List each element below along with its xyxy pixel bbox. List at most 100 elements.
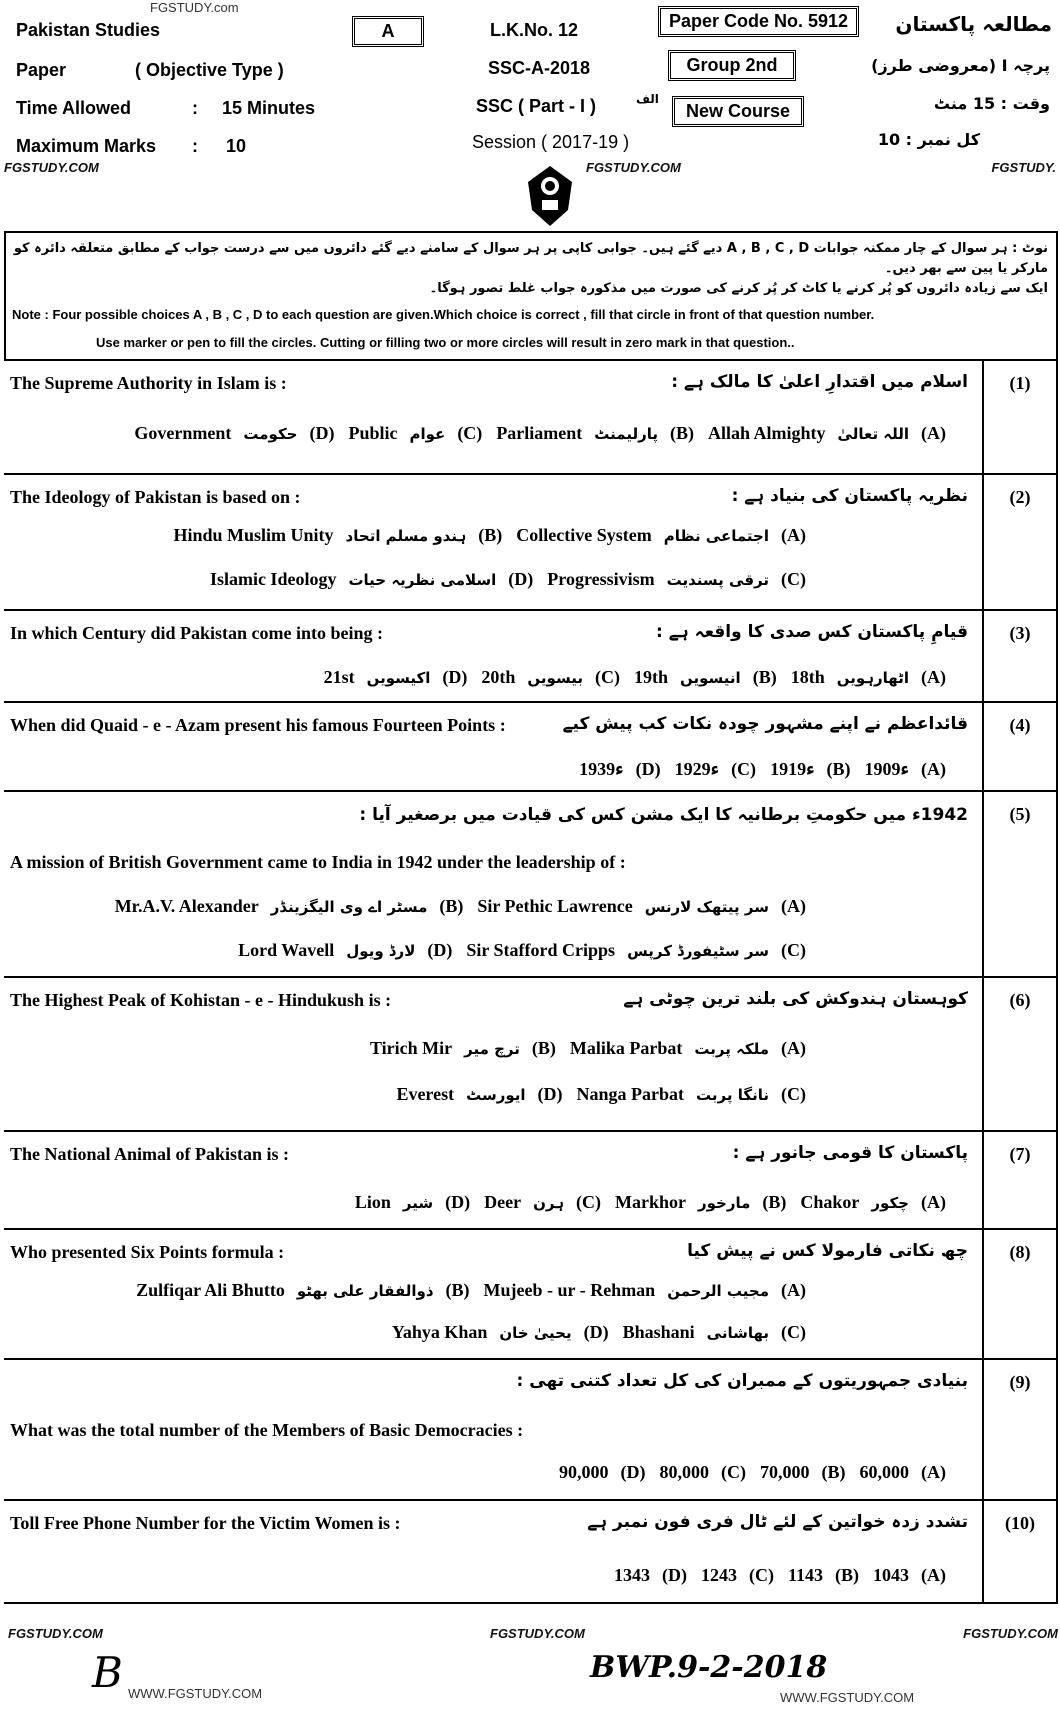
option-urdu: اکیسویں — [366, 669, 431, 687]
board-logo — [528, 166, 572, 226]
option-letter: (A) — [921, 759, 946, 779]
option-letter: (A) — [781, 525, 806, 545]
option-letter: (B) — [439, 896, 464, 916]
footer: FGSTUDY.COM FGSTUDY.COM FGSTUDY.COM B WW… — [4, 1626, 1058, 1726]
option-urdu: ایورسٹ — [466, 1086, 526, 1104]
option: Markhor مارخور (B) — [615, 1192, 786, 1213]
option-english: Progressivism — [547, 569, 655, 589]
option-letter: (A) — [921, 667, 946, 687]
marks-value: 10 — [226, 136, 247, 156]
option-english: 1343 — [613, 1565, 650, 1585]
option: ء1909 (A) — [865, 759, 946, 780]
question-text-english: The Ideology of Pakistan is based on : — [10, 487, 301, 507]
option-letter: (D) — [583, 1322, 609, 1342]
option-english: 80,000 — [659, 1462, 710, 1482]
option-english: Public — [348, 423, 398, 443]
option-urdu: ذوالفقار علی بھٹو — [296, 1282, 434, 1300]
option-english: Chakor — [800, 1192, 860, 1212]
option-letter: (D) — [309, 423, 335, 443]
question-number: (1) — [982, 361, 1056, 473]
option-urdu: سر سٹیفورڈ کرپس — [627, 942, 769, 960]
part-label: SSC ( Part - I ) — [476, 96, 597, 116]
question-number: (9) — [982, 1360, 1056, 1499]
site-url: WWW.FGSTUDY.COM — [780, 1690, 915, 1705]
option-letter: (C) — [781, 1084, 806, 1104]
course-box: New Course — [672, 96, 804, 127]
question-number: (8) — [982, 1230, 1056, 1358]
question-text-english: Toll Free Phone Number for the Victim Wo… — [10, 1513, 401, 1533]
option-urdu: انیسویں — [680, 669, 741, 687]
watermark: FGSTUDY.COM — [8, 1626, 103, 1641]
option-urdu: مجیب الرحمن — [667, 1282, 769, 1300]
option: Islamic Ideology اسلامی نظریہ حیات (D) — [210, 569, 533, 590]
option-letter: (C) — [721, 1462, 746, 1482]
option-letter: (C) — [781, 569, 806, 589]
option-urdu: سر پیتھک لارنس — [644, 898, 769, 916]
option-letter: (C) — [576, 1192, 601, 1212]
option-letter: (B) — [762, 1192, 787, 1212]
question-text-english: In which Century did Pakistan come into … — [10, 623, 384, 643]
question-1: (1) The Supreme Authority in Islam is : اس… — [4, 361, 1058, 475]
option: ء1939 (D) — [579, 759, 660, 780]
option-english: Bhashani — [622, 1322, 695, 1342]
option-urdu: پارلیمنٹ — [594, 425, 659, 443]
option-english: 21st — [323, 667, 355, 687]
option: ء1919 (B) — [770, 759, 850, 780]
option: Sir Stafford Cripps سر سٹیفورڈ کرپس (C) — [466, 940, 806, 961]
option-english: 1143 — [787, 1565, 823, 1585]
option: 21st اکیسویں (D) — [324, 667, 468, 688]
question-text-urdu: کوہستان ہندوکش کی بلند ترین چوٹی ہے — [623, 989, 968, 1009]
question-text-urdu: نظریہ پاکستان کی بنیاد ہے : — [731, 486, 968, 506]
options-row: Government حکومت (D) Public عوام (C) Parliamen… — [134, 423, 946, 444]
option: Bhashani بھاشانی (C) — [623, 1322, 806, 1343]
option-english: Allah Almighty — [708, 423, 826, 443]
part-urdu: الف — [636, 92, 659, 106]
question-text-urdu: قیامِ پاکستان کس صدی کا واقعہ ہے : — [656, 622, 968, 642]
option-urdu: ہرن — [533, 1194, 564, 1212]
options-row: Mr.A.V. Alexander مسٹر اے وی الیگزینڈر (B)… — [115, 896, 806, 917]
paper-body: نوٹ : ہر سوال کے چار ممکنہ جوابات A , B … — [4, 231, 1058, 1726]
option-letter: (C) — [781, 940, 806, 960]
option: 1043 (A) — [873, 1565, 946, 1586]
option-urdu: ترقی پسندیت — [666, 571, 769, 589]
option-english: 18th — [790, 667, 825, 687]
option: Nanga Parbat نانگا پربت (C) — [577, 1084, 806, 1105]
options-row: Hindu Muslim Unity ہندو مسلم اتحاد (B) Coll… — [174, 525, 807, 546]
watermark: FGSTUDY.COM — [963, 1626, 1058, 1641]
option: Lion شیر (D) — [355, 1192, 470, 1213]
question-text-urdu: 1942ء میں حکومتِ برطانیہ کا ایک مشن کس ک… — [359, 805, 968, 825]
option-letter: (C) — [594, 667, 620, 687]
option: 18th اٹھارہویں (A) — [791, 667, 946, 688]
question-number: (4) — [982, 703, 1056, 790]
paper-type: ( Objective Type ) — [135, 60, 284, 80]
option-urdu: ملکہ پربت — [694, 1040, 769, 1058]
option: Mr.A.V. Alexander مسٹر اے وی الیگزینڈر (B) — [115, 896, 464, 917]
option-letter: (D) — [537, 1084, 563, 1104]
question-list: (1) The Supreme Authority in Islam is : اس… — [4, 359, 1058, 1604]
option-english: Collective System — [516, 525, 652, 545]
options-row: Zulfiqar Ali Bhutto ذوالفقار علی بھٹو (B) M… — [136, 1280, 806, 1301]
question-text-english: A mission of British Government came to … — [10, 852, 626, 872]
option: 1143 (B) — [788, 1565, 859, 1586]
question-text-english: Who presented Six Points formula : — [10, 1242, 285, 1262]
separator: : — [192, 98, 198, 118]
question-3: (3) In which Century did Pakistan come in… — [4, 611, 1058, 703]
option-urdu: بیسویں — [527, 669, 583, 687]
option-english: Hindu Muslim Unity — [173, 525, 334, 545]
options-row: Lion شیر (D) Deer ہرن (C) Markhor مارخور (B) Chak… — [355, 1192, 946, 1213]
option-english: Islamic Ideology — [209, 569, 337, 589]
options-row: Yahya Khan یحییٰ خان (D) Bhashani بھاشانی (C) — [392, 1322, 806, 1343]
option: 20th بیسویں (C) — [481, 667, 620, 688]
question-text-english: When did Quaid - e - Azam present his fa… — [10, 715, 506, 735]
options-row: Tirich Mir ترچ میر (B) Malika Parbat ملکہ پر… — [370, 1038, 806, 1059]
question-number: (5) — [982, 792, 1056, 976]
option-english: 1043 — [873, 1565, 909, 1585]
option: Everest ایورسٹ (D) — [396, 1084, 562, 1105]
option-letter: (D) — [635, 759, 661, 779]
option-urdu: یحییٰ خان — [499, 1324, 572, 1342]
note-english-line2: Use marker or pen to fill the circles. C… — [96, 335, 795, 350]
watermark: FGSTUDY.COM — [4, 160, 99, 175]
exam-code: SSC-A-2018 — [488, 58, 591, 78]
question-number: (10) — [982, 1501, 1056, 1602]
option-english: Zulfiqar Ali Bhutto — [136, 1280, 285, 1300]
